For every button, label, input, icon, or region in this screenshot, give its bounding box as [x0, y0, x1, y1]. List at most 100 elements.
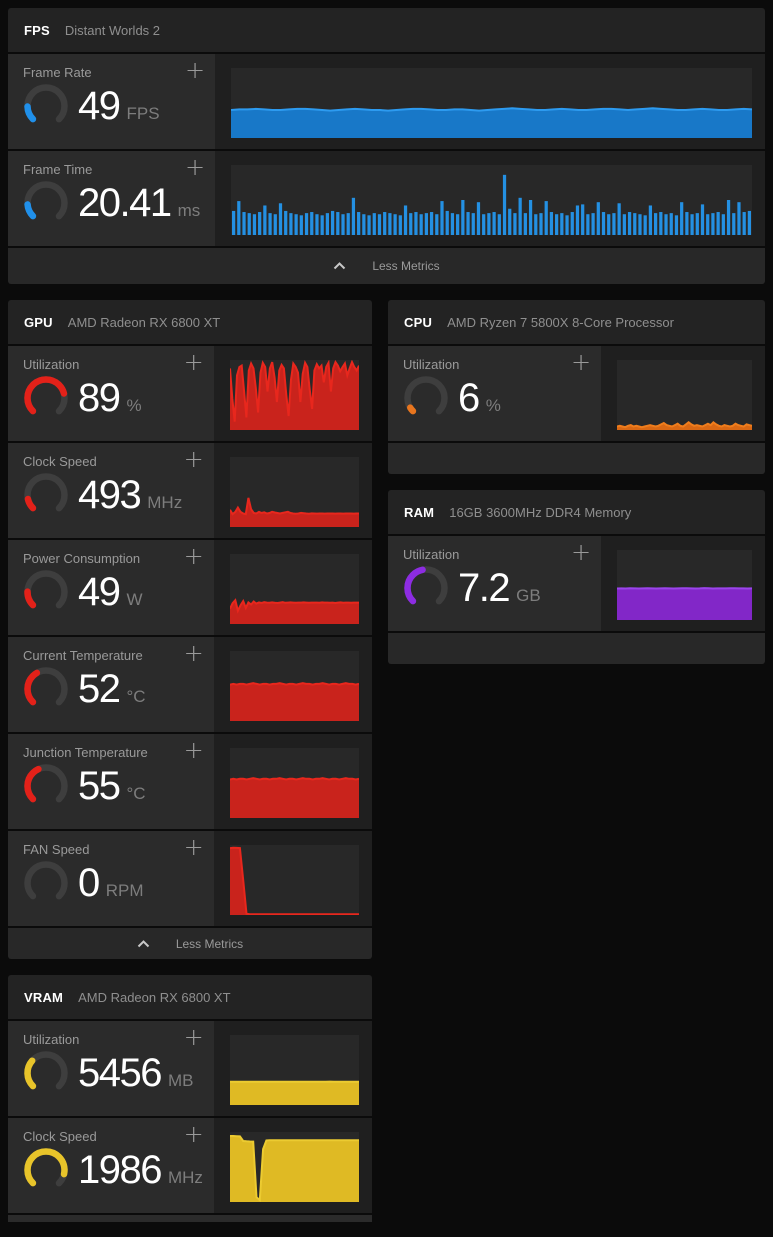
- vram-clock-gauge: [23, 1147, 69, 1193]
- gpu-current-temperature-gauge: [23, 666, 69, 712]
- metric-label: Utilization: [403, 547, 460, 562]
- frame-time-gauge: [23, 180, 69, 226]
- cpu-utilization-gauge: [403, 375, 449, 421]
- plus-icon: +: [183, 348, 204, 376]
- panel-ram: RAM 16GB 3600MHz DDR4 Memory Utilization…: [388, 490, 765, 664]
- panel-vram-footer-partial: [8, 1215, 372, 1222]
- metric-unit: %: [485, 396, 501, 415]
- add-metric-button[interactable]: +: [182, 445, 206, 473]
- metric-label: FAN Speed: [23, 842, 90, 857]
- metric-value: 6: [458, 376, 480, 420]
- panel-gpu: GPU AMD Radeon RX 6800 XT Utilization + …: [8, 300, 372, 959]
- panel-vram-header: VRAM AMD Radeon RX 6800 XT: [8, 975, 372, 1019]
- metric-label: Frame Rate: [23, 65, 92, 80]
- metric-unit: MHz: [147, 493, 183, 512]
- metric-label: Current Temperature: [23, 648, 143, 663]
- panel-fps: FPS Distant Worlds 2 Frame Rate + 49 FPS: [8, 8, 765, 284]
- metric-value: 49: [78, 84, 121, 128]
- panel-title: FPS: [24, 22, 50, 38]
- metric-label: Utilization: [23, 357, 80, 372]
- metric-unit: %: [126, 396, 142, 415]
- panel-gpu-header: GPU AMD Radeon RX 6800 XT: [8, 300, 372, 344]
- metric-unit: RPM: [105, 881, 144, 900]
- add-metric-button[interactable]: +: [182, 639, 206, 667]
- metric-row-vram-clock: Clock Speed + 1986 MHz: [8, 1118, 372, 1213]
- add-metric-button[interactable]: +: [569, 538, 593, 566]
- metric-value: 20.41: [78, 181, 172, 225]
- gpu-power-chart: [229, 554, 359, 624]
- metric-summary: Frame Rate + 49 FPS: [8, 54, 215, 149]
- panel-ram-footer[interactable]: [388, 633, 765, 664]
- metric-summary: Clock Speed + 1986 MHz: [8, 1118, 214, 1213]
- panel-title: CPU: [404, 314, 433, 330]
- add-metric-button[interactable]: +: [183, 153, 207, 181]
- chart-area: [213, 637, 372, 732]
- metric-value: 7.2: [458, 566, 511, 610]
- panel-title: VRAM: [24, 989, 64, 1005]
- add-metric-button[interactable]: +: [182, 348, 206, 376]
- ram-utilization-chart: [617, 550, 752, 620]
- chart-area: [215, 151, 765, 246]
- gpu-junction-temperature-gauge: [23, 763, 69, 809]
- add-metric-button[interactable]: +: [569, 348, 593, 376]
- panel-vram: VRAM AMD Radeon RX 6800 XT Utilization +…: [8, 975, 372, 1222]
- metric-value: 49: [78, 570, 121, 614]
- metric-row-gpu-utilization: Utilization + 89 %: [8, 346, 372, 441]
- metric-summary: Junction Temperature + 55 °C: [8, 734, 214, 829]
- panel-subtitle: AMD Radeon RX 6800 XT: [78, 989, 231, 1005]
- chart-area: [213, 540, 372, 635]
- gpu-power-gauge: [23, 569, 69, 615]
- gpu-fan-speed-chart: [229, 845, 359, 915]
- panel-subtitle: AMD Ryzen 7 5800X 8-Core Processor: [447, 314, 674, 330]
- chart-area: [213, 346, 372, 441]
- chart-area: [215, 54, 765, 149]
- metric-summary: Utilization + 89 %: [8, 346, 214, 441]
- gpu-utilization-gauge: [23, 375, 69, 421]
- metric-row-gpu-current-temperature: Current Temperature + 52 °C: [8, 637, 372, 732]
- less-metrics-button[interactable]: Less Metrics: [8, 248, 765, 284]
- panel-subtitle: Distant Worlds 2: [64, 22, 161, 38]
- less-metrics-label: Less Metrics: [372, 259, 440, 273]
- chart-area: [213, 443, 372, 538]
- panel-cpu-footer[interactable]: [388, 443, 765, 474]
- gpu-clock-chart: [229, 457, 359, 527]
- panel-title: GPU: [24, 314, 53, 330]
- metric-value: 89: [78, 376, 121, 420]
- metric-row-gpu-power: Power Consumption + 49 W: [8, 540, 372, 635]
- plus-icon: +: [184, 56, 206, 84]
- chart-area: [213, 1118, 372, 1213]
- gpu-clock-gauge: [23, 472, 69, 518]
- plus-icon: +: [184, 153, 206, 181]
- add-metric-button[interactable]: +: [182, 833, 206, 861]
- panel-title: RAM: [404, 504, 435, 520]
- panel-cpu: CPU AMD Ryzen 7 5800X 8-Core Processor U…: [388, 300, 765, 474]
- metric-label: Junction Temperature: [23, 745, 148, 760]
- metric-unit: MHz: [167, 1168, 203, 1187]
- panel-subtitle: 16GB 3600MHz DDR4 Memory: [449, 504, 632, 520]
- metric-value: 55: [78, 764, 121, 808]
- chevron-up-icon: [137, 939, 150, 948]
- plus-icon: +: [183, 833, 204, 861]
- add-metric-button[interactable]: +: [182, 1120, 206, 1148]
- plus-icon: +: [570, 348, 592, 376]
- gpu-fan-speed-gauge: [23, 860, 69, 906]
- metric-value: 5456: [78, 1051, 162, 1095]
- add-metric-button[interactable]: +: [182, 1023, 206, 1051]
- plus-icon: +: [183, 542, 204, 570]
- chart-area: [213, 734, 372, 829]
- add-metric-button[interactable]: +: [183, 56, 207, 84]
- add-metric-button[interactable]: +: [182, 542, 206, 570]
- metric-summary: Power Consumption + 49 W: [8, 540, 214, 635]
- frame-rate-gauge: [23, 83, 69, 129]
- vram-clock-chart: [229, 1132, 359, 1202]
- plus-icon: +: [183, 736, 204, 764]
- metric-value: 493: [78, 473, 142, 517]
- chart-area: [213, 1021, 372, 1116]
- panel-fps-header: FPS Distant Worlds 2: [8, 8, 765, 52]
- metric-summary: Current Temperature + 52 °C: [8, 637, 214, 732]
- metric-row-ram-utilization: Utilization + 7.2 GB: [388, 536, 765, 631]
- less-metrics-button[interactable]: Less Metrics: [8, 928, 372, 959]
- metric-unit: GB: [516, 586, 541, 605]
- add-metric-button[interactable]: +: [182, 736, 206, 764]
- plus-icon: +: [570, 538, 592, 566]
